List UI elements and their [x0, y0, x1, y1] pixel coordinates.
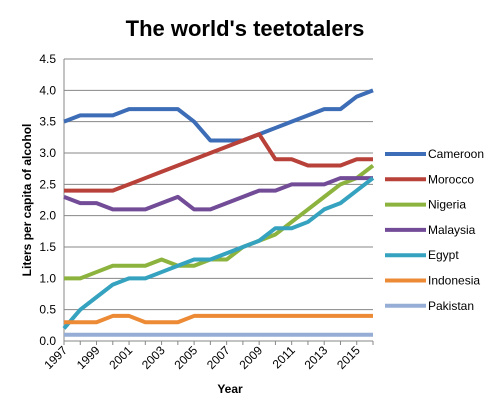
series-line-nigeria: [64, 163, 375, 281]
series-line-indonesia: [64, 313, 373, 325]
series-lines: [62, 88, 375, 337]
legend-label: Nigeria: [428, 198, 466, 212]
series-line-malaysia: [63, 176, 373, 212]
legend: Cameroon Morocco Nigeria Malaysia Egypt Indon…: [385, 147, 484, 313]
x-tick-label: 2013: [302, 343, 331, 372]
y-axis-label: Liters per capita of alcohol: [20, 124, 34, 277]
x-tick-label: 1999: [74, 343, 103, 372]
x-tick-label: 2009: [236, 343, 265, 372]
series-line-egypt: [62, 176, 375, 330]
y-tick-label: 3.5: [39, 115, 56, 129]
legend-label: Morocco: [428, 172, 474, 186]
legend-label: Malaysia: [428, 223, 476, 237]
y-tick-label: 2.5: [39, 177, 56, 191]
x-tick-label: 2003: [139, 343, 168, 372]
legend-label: Cameroon: [428, 147, 484, 161]
y-tick-label: 4.5: [39, 52, 56, 66]
y-tick-label: 2.0: [39, 209, 56, 223]
x-tick-label: 2001: [106, 343, 135, 372]
x-axis-label: Year: [217, 382, 243, 396]
legend-label: Egypt: [428, 248, 459, 262]
x-tick-label: 2007: [204, 343, 233, 372]
series-line-cameroon: [63, 88, 374, 143]
series-line-morocco: [64, 132, 373, 193]
y-tick-label: 0.0: [39, 334, 56, 348]
y-tick-label: 1.0: [39, 271, 56, 285]
x-tick-label: 2011: [270, 343, 298, 371]
y-tick-label: 1.5: [39, 240, 56, 254]
legend-label: Indonesia: [428, 274, 480, 288]
y-tick-label: 3.0: [39, 146, 56, 160]
gridlines: [64, 58, 373, 311]
y-tick-label: 0.5: [39, 303, 56, 317]
x-tick-label: 2005: [171, 343, 200, 372]
y-tick-label: 4.0: [39, 83, 56, 97]
legend-label: Pakistan: [428, 299, 474, 313]
x-tick-label: 2015: [334, 343, 363, 372]
chart-title: The world's teetotalers: [126, 16, 365, 41]
